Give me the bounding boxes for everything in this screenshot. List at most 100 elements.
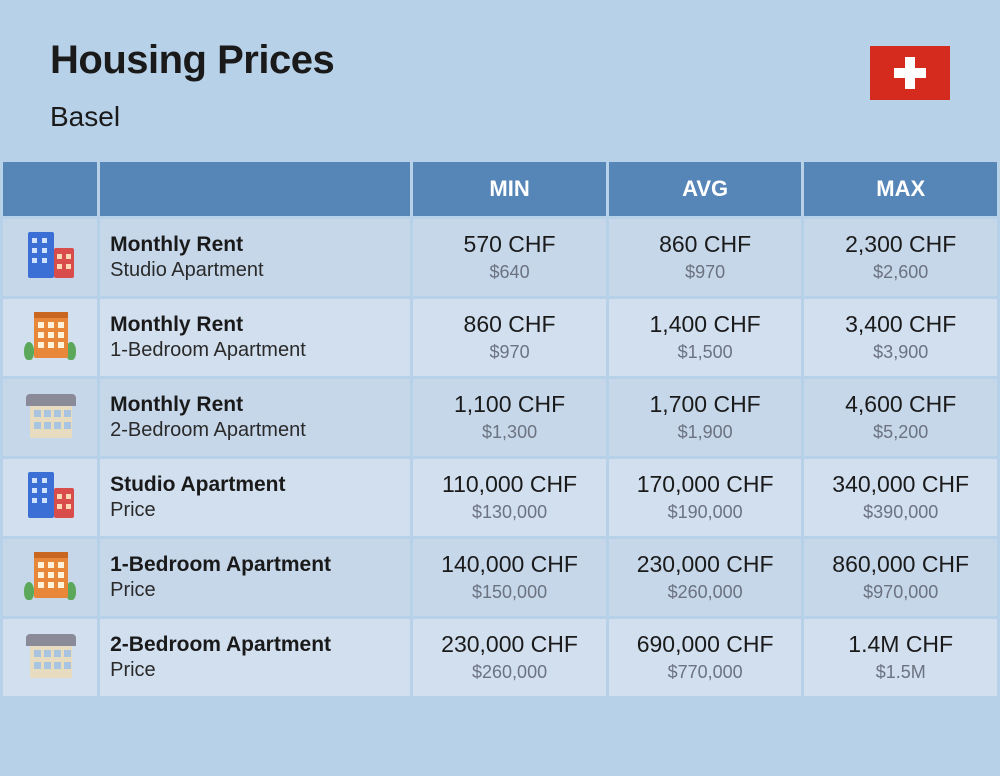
max-value: 1.4M CHF — [812, 631, 989, 659]
min-usd: $260,000 — [421, 661, 598, 684]
pricing-table: MIN AVG MAX Monthly RentStudio Apartment… — [0, 159, 1000, 699]
min-value: 110,000 CHF — [421, 471, 598, 499]
row-label-cell: Studio ApartmentPrice — [100, 459, 410, 536]
max-cell: 1.4M CHF$1.5M — [804, 619, 997, 696]
min-value: 140,000 CHF — [421, 551, 598, 579]
table-row: Studio ApartmentPrice110,000 CHF$130,000… — [3, 459, 997, 536]
avg-cell: 1,400 CHF$1,500 — [609, 299, 802, 376]
max-usd: $970,000 — [812, 581, 989, 604]
avg-value: 1,400 CHF — [617, 311, 794, 339]
row-icon-cell — [3, 379, 97, 456]
avg-cell: 1,700 CHF$1,900 — [609, 379, 802, 456]
avg-cell: 860 CHF$970 — [609, 219, 802, 296]
studio-building-icon — [20, 468, 80, 522]
col-max: MAX — [804, 162, 997, 216]
row-icon-cell — [3, 459, 97, 536]
row-icon-cell — [3, 299, 97, 376]
row-label-cell: Monthly Rent2-Bedroom Apartment — [100, 379, 410, 456]
avg-value: 230,000 CHF — [617, 551, 794, 579]
row-title: Monthly Rent — [110, 392, 400, 417]
avg-cell: 170,000 CHF$190,000 — [609, 459, 802, 536]
min-cell: 860 CHF$970 — [413, 299, 606, 376]
avg-value: 1,700 CHF — [617, 391, 794, 419]
min-cell: 230,000 CHF$260,000 — [413, 619, 606, 696]
avg-usd: $190,000 — [617, 501, 794, 524]
one-bedroom-building-icon — [20, 308, 80, 362]
min-cell: 570 CHF$640 — [413, 219, 606, 296]
max-cell: 340,000 CHF$390,000 — [804, 459, 997, 536]
min-cell: 110,000 CHF$130,000 — [413, 459, 606, 536]
avg-usd: $1,900 — [617, 421, 794, 444]
row-title: Studio Apartment — [110, 472, 400, 497]
max-usd: $3,900 — [812, 341, 989, 364]
row-subtitle: Price — [110, 658, 400, 683]
col-min: MIN — [413, 162, 606, 216]
col-label — [100, 162, 410, 216]
min-usd: $640 — [421, 261, 598, 284]
max-value: 860,000 CHF — [812, 551, 989, 579]
min-usd: $970 — [421, 341, 598, 364]
max-cell: 2,300 CHF$2,600 — [804, 219, 997, 296]
min-cell: 1,100 CHF$1,300 — [413, 379, 606, 456]
row-subtitle: Price — [110, 578, 400, 603]
row-subtitle: 2-Bedroom Apartment — [110, 418, 400, 443]
table-row: Monthly Rent2-Bedroom Apartment1,100 CHF… — [3, 379, 997, 456]
min-cell: 140,000 CHF$150,000 — [413, 539, 606, 616]
max-usd: $1.5M — [812, 661, 989, 684]
row-title: Monthly Rent — [110, 232, 400, 257]
row-title: Monthly Rent — [110, 312, 400, 337]
studio-building-icon — [20, 228, 80, 282]
avg-usd: $260,000 — [617, 581, 794, 604]
avg-usd: $970 — [617, 261, 794, 284]
avg-usd: $1,500 — [617, 341, 794, 364]
min-usd: $1,300 — [421, 421, 598, 444]
two-bedroom-house-icon — [20, 388, 80, 442]
max-cell: 4,600 CHF$5,200 — [804, 379, 997, 456]
col-icon — [3, 162, 97, 216]
avg-cell: 230,000 CHF$260,000 — [609, 539, 802, 616]
table-row: 1-Bedroom ApartmentPrice140,000 CHF$150,… — [3, 539, 997, 616]
row-label-cell: Monthly RentStudio Apartment — [100, 219, 410, 296]
swiss-flag-icon — [870, 46, 950, 100]
header-text: Housing Prices Basel — [50, 38, 334, 133]
row-subtitle: Studio Apartment — [110, 258, 400, 283]
row-subtitle: Price — [110, 498, 400, 523]
min-value: 860 CHF — [421, 311, 598, 339]
header: Housing Prices Basel — [0, 0, 1000, 159]
avg-value: 860 CHF — [617, 231, 794, 259]
avg-value: 170,000 CHF — [617, 471, 794, 499]
max-cell: 3,400 CHF$3,900 — [804, 299, 997, 376]
page-title: Housing Prices — [50, 38, 334, 83]
row-label-cell: 2-Bedroom ApartmentPrice — [100, 619, 410, 696]
min-value: 570 CHF — [421, 231, 598, 259]
avg-cell: 690,000 CHF$770,000 — [609, 619, 802, 696]
row-label-cell: Monthly Rent1-Bedroom Apartment — [100, 299, 410, 376]
row-subtitle: 1-Bedroom Apartment — [110, 338, 400, 363]
two-bedroom-house-icon — [20, 628, 80, 682]
min-value: 1,100 CHF — [421, 391, 598, 419]
row-icon-cell — [3, 539, 97, 616]
table-header-row: MIN AVG MAX — [3, 162, 997, 216]
row-title: 1-Bedroom Apartment — [110, 552, 400, 577]
min-usd: $130,000 — [421, 501, 598, 524]
table-row: Monthly Rent1-Bedroom Apartment860 CHF$9… — [3, 299, 997, 376]
table-row: Monthly RentStudio Apartment570 CHF$6408… — [3, 219, 997, 296]
max-usd: $5,200 — [812, 421, 989, 444]
row-label-cell: 1-Bedroom ApartmentPrice — [100, 539, 410, 616]
max-value: 340,000 CHF — [812, 471, 989, 499]
min-value: 230,000 CHF — [421, 631, 598, 659]
col-avg: AVG — [609, 162, 802, 216]
table-row: 2-Bedroom ApartmentPrice230,000 CHF$260,… — [3, 619, 997, 696]
max-value: 3,400 CHF — [812, 311, 989, 339]
one-bedroom-building-icon — [20, 548, 80, 602]
flag-cross-icon — [894, 57, 926, 89]
page-subtitle: Basel — [50, 101, 334, 133]
max-value: 2,300 CHF — [812, 231, 989, 259]
max-usd: $2,600 — [812, 261, 989, 284]
max-value: 4,600 CHF — [812, 391, 989, 419]
max-cell: 860,000 CHF$970,000 — [804, 539, 997, 616]
row-icon-cell — [3, 219, 97, 296]
min-usd: $150,000 — [421, 581, 598, 604]
row-title: 2-Bedroom Apartment — [110, 632, 400, 657]
row-icon-cell — [3, 619, 97, 696]
